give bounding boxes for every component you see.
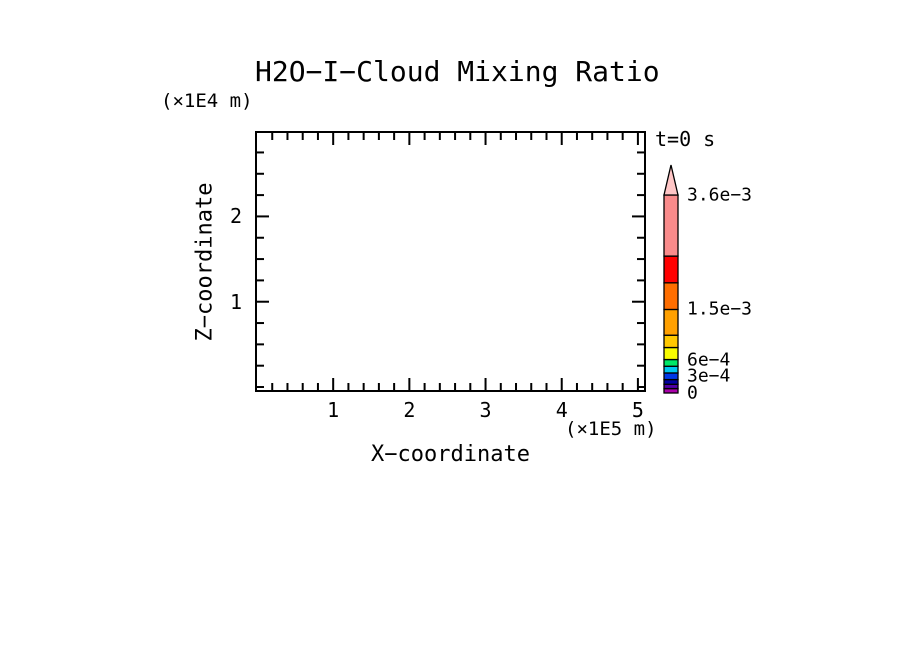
colorbar-segment — [663, 365, 679, 374]
colorbar-segment — [663, 282, 679, 311]
colorbar-segment — [663, 255, 679, 284]
z-tick-label: 2 — [229, 204, 242, 229]
x-tick-label: 4 — [555, 398, 568, 422]
colorbar-segment — [663, 372, 679, 381]
z-axis-title: Z−coordinate — [192, 182, 218, 342]
plot-frame — [255, 131, 646, 392]
colorbar-segment — [663, 334, 679, 349]
colorbar-label: 1.5e−3 — [687, 298, 753, 320]
time-annotation: t=0 s — [655, 127, 716, 151]
x-axis-units-label: (×1E5 m) — [565, 418, 657, 440]
colorbar-segment — [663, 346, 679, 361]
z-axis-units-label: (×1E4 m) — [161, 90, 253, 112]
colorbar-segment — [663, 358, 679, 367]
colorbar-label: 3.6e−3 — [687, 184, 753, 206]
z-tick-label: 1 — [229, 289, 242, 314]
colorbar-segment — [663, 194, 679, 257]
x-tick-label: 1 — [327, 398, 340, 422]
colorbar-segment — [663, 308, 679, 336]
colorbar-label: 3e−4 — [687, 365, 731, 387]
colorbar-label: 0 — [687, 382, 698, 404]
x-tick-label: 2 — [403, 398, 416, 422]
colorbar-segment — [663, 387, 679, 394]
x-tick-label: 5 — [631, 398, 644, 422]
x-tick-label: 3 — [479, 398, 492, 422]
colorbar-segment — [663, 378, 679, 385]
x-axis-title: X−coordinate — [371, 442, 530, 467]
colorbar-label: 6e−4 — [687, 349, 731, 371]
colorbar-arrow — [663, 164, 679, 196]
chart-title: H2O−I−Cloud Mixing Ratio — [255, 55, 660, 88]
